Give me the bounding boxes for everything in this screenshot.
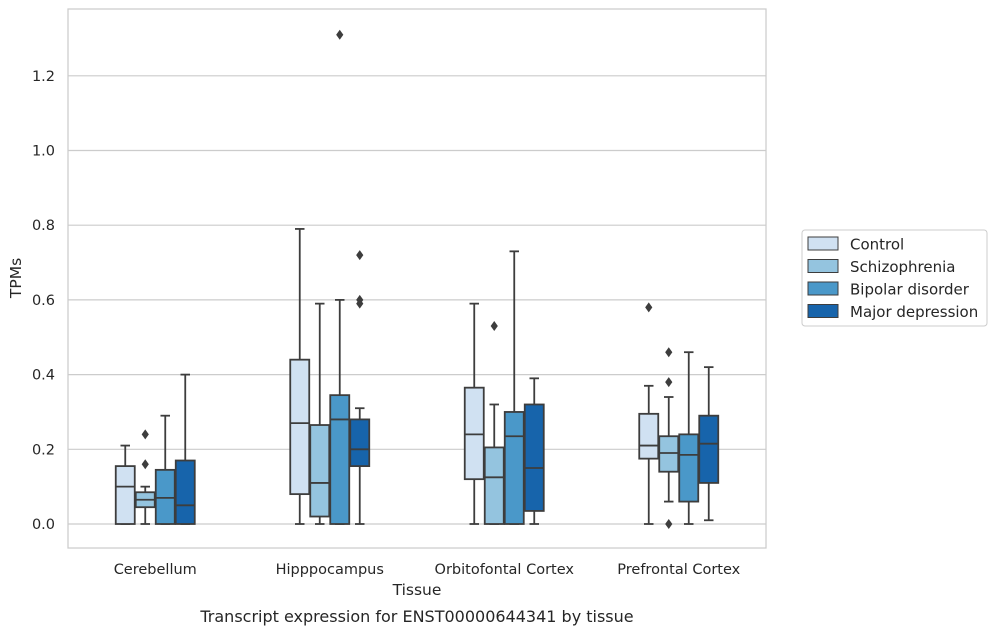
series-bipolar-disorder <box>154 29 700 525</box>
x-tick-label: Prefrontal Cortex <box>617 562 740 578</box>
series-control <box>114 228 660 525</box>
legend-label: Major depression <box>850 303 978 321</box>
box <box>483 446 505 525</box>
y-tick-label: 1.0 <box>32 144 55 160</box>
outlier-point <box>665 519 673 529</box>
outlier-point <box>645 302 653 313</box>
legend-swatch <box>807 304 839 318</box>
legend-label: Schizophrenia <box>850 258 955 276</box>
x-axis-ticks: Cerebellum Hipppocampus Orbitofontal Corte… <box>114 562 741 578</box>
outlier-point <box>665 377 673 388</box>
y-tick-label: 0.0 <box>32 517 55 533</box>
box <box>174 459 196 525</box>
box <box>154 468 176 525</box>
box <box>309 424 331 518</box>
legend-label: Bipolar disorder <box>850 281 970 299</box>
y-tick-label: 0.2 <box>32 442 55 458</box>
chart-caption: Transcript expression for ENST0000064434… <box>199 607 633 626</box>
outlier-point <box>336 29 344 40</box>
box <box>638 412 660 460</box>
box <box>349 418 371 468</box>
x-tick-label: Hipppocampus <box>276 562 384 578</box>
outlier-point <box>356 250 364 261</box>
legend-swatch <box>807 236 839 251</box>
box <box>523 403 545 512</box>
series-schizophrenia <box>134 302 680 529</box>
legend-swatch <box>807 259 839 273</box>
x-tick-label: Cerebellum <box>114 562 197 578</box>
outlier-point <box>141 429 149 440</box>
box <box>698 414 720 484</box>
x-axis-label: Tissue <box>392 581 442 599</box>
box <box>463 386 485 481</box>
series-major-depression <box>174 250 720 525</box>
box <box>503 411 525 525</box>
legend-label: Control <box>850 236 904 254</box>
box <box>289 358 311 496</box>
box-series <box>114 29 720 529</box>
legend-swatch <box>807 281 839 296</box>
x-tick-label: Orbitofontal Cortex <box>435 562 575 578</box>
y-tick-label: 0.4 <box>32 368 55 384</box>
box <box>658 435 680 473</box>
y-axis-label: TPMs <box>7 258 25 299</box>
y-tick-label: 0.8 <box>32 218 55 234</box>
box <box>329 394 351 525</box>
box <box>678 433 700 503</box>
outlier-point <box>141 459 149 470</box>
plot-area-frame <box>67 8 767 549</box>
outlier-point <box>490 321 498 332</box>
y-axis-ticks: 0.0 0.2 0.4 0.6 0.8 1.0 1.2 <box>32 69 55 533</box>
y-tick-label: 1.2 <box>32 69 55 85</box>
box <box>114 465 136 525</box>
outlier-point <box>665 347 673 358</box>
legend-frame <box>801 229 988 327</box>
y-tick-label: 0.6 <box>32 293 55 309</box>
outlier-point <box>356 294 364 305</box>
legend: Control Schizophrenia Bipolar disorder Majo… <box>801 229 988 327</box>
